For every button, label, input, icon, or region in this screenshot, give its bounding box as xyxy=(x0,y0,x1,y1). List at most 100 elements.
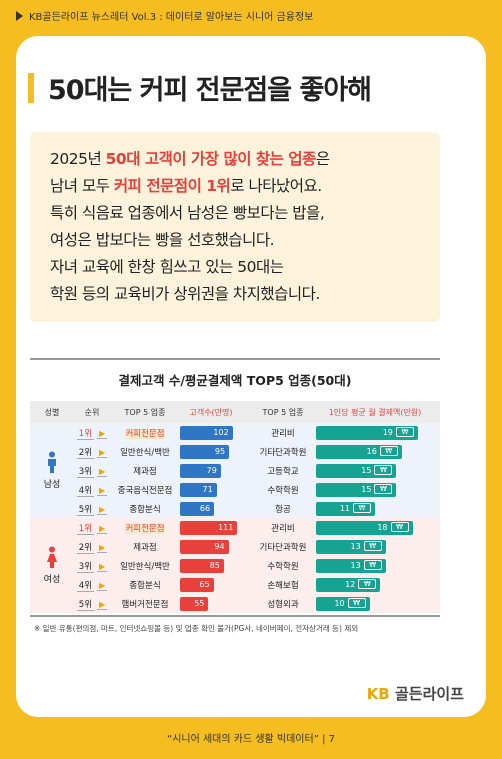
header-text: KB골든라이프 뉴스레터 Vol.3 : 데이터로 알아보는 시니어 금융정보 xyxy=(29,12,314,23)
customer-category: 종합분식 xyxy=(129,504,161,515)
customer-category: 일반한식/백반 xyxy=(120,561,170,572)
summary-box: 2025년 50대 고객이 가장 많이 찾는 업종은 남녀 모두 커피 전문점이… xyxy=(30,132,440,322)
rank-cell: 5위 ▶ xyxy=(76,504,108,516)
rank-arrow-icon: ▶ xyxy=(97,561,108,572)
customer-category: 제과점 xyxy=(133,542,157,553)
table-body: 남성 1위 ▶ 커피전문점 102 관리비 19 ₩ 2위 ▶ 일반한식/백반 95 기타단과학원 16 ₩… xyxy=(30,423,440,613)
customers-bar: 66 xyxy=(180,501,215,516)
gender-cell: 남성 xyxy=(30,423,74,518)
page-title: 50대는 커피 전문점을 좋아해 xyxy=(48,75,372,106)
female-icon xyxy=(47,546,57,568)
avg-category: 손해보험 xyxy=(267,580,299,591)
customers-bar: 102 xyxy=(180,425,233,440)
table-row: 2위 ▶ 제과점 94 기타단과학원 13 ₩ xyxy=(74,537,440,556)
newsletter-header: KB골든라이프 뉴스레터 Vol.3 : 데이터로 알아보는 시니어 금융정보 xyxy=(16,8,313,23)
rank-arrow-icon: ▶ xyxy=(97,542,108,553)
table-row: 4위 ▶ 종합분식 65 손해보험 12 ₩ xyxy=(74,575,440,594)
rank-cell: 2위 ▶ xyxy=(76,542,108,554)
won-icon: ₩ xyxy=(347,598,366,608)
table-row: 4위 ▶ 중국음식전문점 71 수학학원 15 ₩ xyxy=(74,480,440,499)
table-row: 2위 ▶ 일반한식/백반 95 기타단과학원 16 ₩ xyxy=(74,442,440,461)
avg-category: 항공 xyxy=(275,504,291,515)
gender-label: 남성 xyxy=(43,480,61,490)
won-icon: ₩ xyxy=(363,541,382,551)
header-top5-customers: TOP 5 업종 xyxy=(124,407,166,417)
chart-title: 결제고객 수/평균결제액 TOP5 업종(50대) xyxy=(118,373,352,388)
customers-bar: 79 xyxy=(180,463,221,478)
table-row: 3위 ▶ 일반한식/백반 85 수학학원 13 ₩ xyxy=(74,556,440,575)
avg-spend-bar: 15 ₩ xyxy=(316,463,397,478)
female-group: 여성 1위 ▶ 커피전문점 111 관리비 18 ₩ 2위 ▶ 제과점 94 기타단과학원 13 ₩ 3위 ▶ 일… xyxy=(30,518,440,613)
customer-category: 일반한식/백반 xyxy=(120,447,170,458)
table-row: 1위 ▶ 커피전문점 102 관리비 19 ₩ xyxy=(74,423,440,442)
avg-category: 고등학교 xyxy=(267,466,299,477)
avg-spend-bar: 12 ₩ xyxy=(316,577,381,592)
title-accent-bar xyxy=(28,72,34,103)
summary-line-4: 여성은 밥보다는 빵을 선호했습니다. xyxy=(50,231,275,249)
gender-cell: 여성 xyxy=(30,518,74,613)
won-icon: ₩ xyxy=(374,465,393,475)
rank-arrow-icon: ▶ xyxy=(97,580,108,591)
rank-arrow-icon: ▶ xyxy=(97,428,108,439)
table-row: 1위 ▶ 커피전문점 111 관리비 18 ₩ xyxy=(74,518,440,537)
rank-arrow-icon: ▶ xyxy=(97,447,108,458)
customer-category: 종합분식 xyxy=(129,580,161,591)
table-row: 5위 ▶ 햄버거전문점 55 성형외과 10 ₩ xyxy=(74,594,440,613)
rank-cell: 3위 ▶ xyxy=(76,561,108,573)
page-footer: “시니어 세대의 카드 생활 빅데이터” | 7 xyxy=(167,734,335,745)
rank-cell: 1위 ▶ xyxy=(76,428,108,440)
rank-cell: 4위 ▶ xyxy=(76,485,108,497)
avg-spend-bar: 13 ₩ xyxy=(316,558,386,573)
kb-golden-life-logo: KB 골든라이프 xyxy=(366,685,464,703)
won-icon: ₩ xyxy=(374,484,393,494)
won-icon: ₩ xyxy=(358,579,377,589)
rank-cell: 3위 ▶ xyxy=(76,466,108,478)
rank-arrow-icon: ▶ xyxy=(97,466,108,477)
avg-category: 관리비 xyxy=(271,428,295,439)
avg-spend-bar: 18 ₩ xyxy=(316,520,413,535)
header-customers: 고객수(만명) xyxy=(189,407,233,417)
title-row: 50대는 커피 전문점을 좋아해 xyxy=(28,68,372,107)
won-icon: ₩ xyxy=(390,522,409,532)
male-icon xyxy=(48,451,56,473)
customer-category: 중국음식전문점 xyxy=(117,485,173,496)
summary-line-6: 학원 등의 교육비가 상위권을 차지했습니다. xyxy=(50,285,320,303)
customers-bar: 95 xyxy=(180,444,230,459)
won-icon: ₩ xyxy=(379,446,398,456)
avg-spend-bar: 16 ₩ xyxy=(316,444,402,459)
customer-category: 제과점 xyxy=(133,466,157,477)
avg-spend-bar: 11 ₩ xyxy=(316,501,375,516)
customers-bar: 111 xyxy=(180,520,238,535)
customers-bar: 85 xyxy=(180,558,224,573)
rank-cell: 1위 ▶ xyxy=(76,523,108,535)
customers-bar: 55 xyxy=(180,596,209,611)
gender-label: 여성 xyxy=(43,575,61,585)
avg-spend-bar: 13 ₩ xyxy=(316,539,386,554)
summary-line-3: 특히 식음료 업종에서 남성은 빵보다는 밥을, xyxy=(50,204,325,222)
summary-line-5: 자녀 교육에 한창 힘쓰고 있는 50대는 xyxy=(50,258,284,276)
header-rank: 순위 xyxy=(84,407,100,417)
header-top5-avg: TOP 5 업종 xyxy=(262,407,304,417)
avg-category: 관리비 xyxy=(271,523,295,534)
customer-category: 커피전문점 xyxy=(125,523,165,534)
customers-bar: 94 xyxy=(180,539,229,554)
table-header: 성별 순위 TOP 5 업종 고객수(만명) TOP 5 업종 1인당 평균 월… xyxy=(30,401,440,423)
avg-category: 성형외과 xyxy=(267,599,299,610)
rank-arrow-icon: ▶ xyxy=(97,485,108,496)
triangle-bullet-icon xyxy=(16,10,23,21)
rank-cell: 5위 ▶ xyxy=(76,599,108,611)
table-row: 5위 ▶ 종합분식 66 항공 11 ₩ xyxy=(74,499,440,518)
won-icon: ₩ xyxy=(395,427,414,437)
top5-chart: 결제고객 수/평균결제액 TOP5 업종(50대) 성별 순위 TOP 5 업종… xyxy=(30,358,440,634)
customer-category: 커피전문점 xyxy=(125,428,165,439)
table-row: 3위 ▶ 제과점 79 고등학교 15 ₩ xyxy=(74,461,440,480)
rank-cell: 2위 ▶ xyxy=(76,447,108,459)
customers-bar: 71 xyxy=(180,482,217,497)
rank-arrow-icon: ▶ xyxy=(97,504,108,515)
won-icon: ₩ xyxy=(363,560,382,570)
avg-spend-bar: 15 ₩ xyxy=(316,482,397,497)
chart-footnote: ※ 일반 유통(편의점, 마트, 인터넷쇼핑몰 등) 및 업종 확인 불가(PG… xyxy=(30,615,440,634)
rank-cell: 4위 ▶ xyxy=(76,580,108,592)
avg-category: 기타단과학원 xyxy=(259,542,307,553)
avg-category: 수학학원 xyxy=(267,485,299,496)
